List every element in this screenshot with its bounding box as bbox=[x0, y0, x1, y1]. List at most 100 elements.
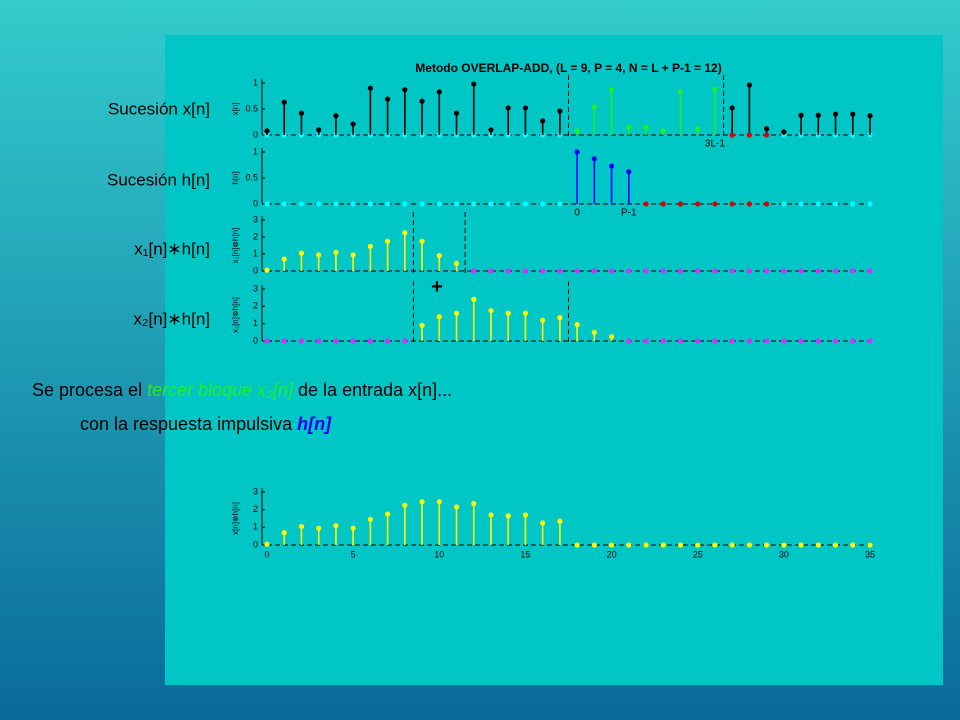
stem-marker bbox=[333, 113, 339, 119]
stem-marker bbox=[367, 338, 373, 344]
stem bbox=[402, 230, 408, 271]
stem bbox=[264, 201, 270, 207]
stem bbox=[350, 338, 356, 344]
stem-marker bbox=[832, 338, 839, 344]
stem bbox=[281, 99, 287, 135]
stem bbox=[850, 201, 856, 207]
stem-marker bbox=[419, 322, 425, 328]
x-tick-label: 0 bbox=[264, 549, 269, 559]
stem bbox=[850, 268, 856, 274]
stem-marker bbox=[471, 296, 477, 302]
stem bbox=[419, 322, 425, 341]
stem bbox=[626, 169, 632, 204]
stem-marker bbox=[746, 201, 753, 207]
stem-marker bbox=[815, 542, 821, 548]
stem bbox=[471, 500, 477, 545]
stem bbox=[660, 338, 666, 344]
stem-marker bbox=[608, 87, 615, 93]
stem bbox=[591, 329, 597, 341]
stem bbox=[798, 338, 804, 344]
stem-marker bbox=[867, 201, 873, 207]
stem-marker bbox=[350, 338, 356, 344]
y-tick-label: 0 bbox=[253, 129, 258, 139]
stem-marker bbox=[815, 268, 821, 274]
chart-title: Metodo OVERLAP-ADD, (L = 9, P = 4, N = L… bbox=[415, 61, 721, 75]
stem-marker bbox=[402, 87, 408, 93]
stem bbox=[850, 542, 856, 548]
y-axis-label: h[n] bbox=[231, 171, 240, 184]
stem-marker bbox=[729, 268, 735, 274]
stem bbox=[608, 542, 615, 548]
stem-marker bbox=[798, 112, 804, 118]
y-axis-label: x₂[n]⊗h[n] bbox=[231, 297, 240, 333]
stem bbox=[453, 201, 460, 207]
stem-marker bbox=[316, 338, 322, 344]
stem-marker bbox=[660, 268, 666, 274]
stem-marker bbox=[574, 149, 580, 155]
stem-marker bbox=[436, 314, 442, 320]
stem-marker bbox=[419, 238, 425, 244]
stem-marker bbox=[367, 85, 373, 91]
stem bbox=[367, 338, 373, 344]
stem bbox=[746, 542, 753, 548]
stem-marker bbox=[436, 89, 442, 95]
stem bbox=[540, 520, 546, 545]
stem bbox=[333, 249, 339, 271]
y-tick-label: 0.5 bbox=[245, 103, 258, 113]
stem-marker bbox=[608, 268, 615, 274]
y-tick-label: 1 bbox=[253, 318, 258, 328]
stem bbox=[333, 522, 339, 545]
caption-text: con la respuesta impulsiva bbox=[80, 414, 297, 434]
stem-marker bbox=[608, 542, 615, 548]
stem bbox=[316, 127, 322, 135]
stem bbox=[608, 268, 615, 274]
stem-marker bbox=[316, 127, 322, 133]
stem-marker bbox=[453, 110, 460, 116]
stem-marker bbox=[643, 124, 649, 130]
y-tick-label: 3 bbox=[253, 283, 258, 293]
stem-marker bbox=[540, 201, 546, 207]
y-tick-label: 2 bbox=[253, 231, 258, 241]
stem-marker bbox=[850, 201, 856, 207]
annotation: 0 bbox=[574, 208, 580, 219]
stem-marker bbox=[798, 268, 804, 274]
stem-marker bbox=[385, 96, 391, 102]
stem bbox=[402, 502, 408, 545]
stem-marker bbox=[695, 201, 701, 207]
y-tick-label: 3 bbox=[253, 486, 258, 496]
stem bbox=[591, 268, 597, 274]
stem-marker bbox=[626, 268, 632, 274]
stem bbox=[471, 81, 477, 135]
stem-marker bbox=[505, 105, 511, 111]
row-label: Sucesión x[n] bbox=[108, 99, 210, 118]
stem bbox=[540, 118, 546, 135]
stem-marker bbox=[333, 522, 339, 529]
stem bbox=[764, 201, 770, 207]
stem-marker bbox=[333, 201, 339, 207]
stem bbox=[402, 201, 408, 207]
caption-line: con la respuesta impulsiva h[n] bbox=[80, 414, 332, 434]
stem bbox=[350, 252, 356, 271]
stem-marker bbox=[522, 512, 529, 518]
stem bbox=[488, 268, 494, 274]
stem-marker bbox=[677, 201, 684, 207]
stem bbox=[815, 112, 821, 135]
stem-marker bbox=[281, 256, 287, 262]
row-label: x₂[n]∗h[n] bbox=[133, 309, 210, 328]
stem-marker bbox=[264, 541, 270, 547]
stem-marker bbox=[626, 124, 632, 130]
stem bbox=[281, 256, 287, 271]
stem bbox=[643, 124, 649, 135]
stem bbox=[264, 128, 270, 135]
stem-marker bbox=[746, 542, 753, 548]
stem-marker bbox=[402, 502, 408, 508]
stem bbox=[574, 128, 580, 135]
stem-marker bbox=[505, 201, 511, 207]
y-tick-label: 2 bbox=[253, 301, 258, 311]
stem-marker bbox=[316, 201, 322, 207]
x-tick-label: 10 bbox=[434, 549, 444, 559]
stem bbox=[695, 201, 701, 207]
stem-marker bbox=[643, 542, 649, 548]
stem bbox=[764, 542, 770, 548]
stem-marker bbox=[746, 268, 753, 274]
